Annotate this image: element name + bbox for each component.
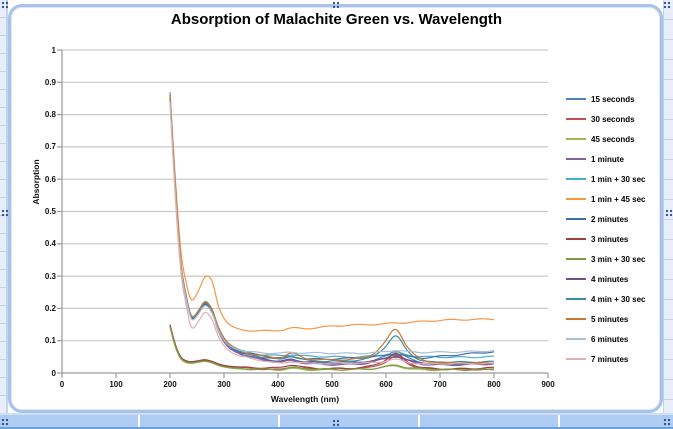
x-tick-label: 700 (433, 380, 447, 389)
worksheet-cells-right[interactable] (663, 0, 673, 413)
series-line-15-seconds[interactable] (169, 96, 495, 366)
legend-label: 6 minutes (591, 334, 629, 344)
legend-label: 4 minutes (591, 274, 629, 284)
y-tick-label: 0.8 (44, 110, 56, 120)
legend-item[interactable]: 1 min + 30 sec (566, 169, 645, 189)
x-tick-label: 200 (163, 380, 177, 389)
legend-swatch (566, 238, 586, 240)
chart-legend: 15 seconds 30 seconds 45 seconds 1 minute 1 … (566, 89, 645, 369)
x-tick-label: 600 (379, 380, 393, 389)
legend-swatch (566, 158, 586, 160)
legend-label: 2 minutes (591, 214, 629, 224)
y-tick-label: 0.7 (44, 142, 56, 152)
x-tick-label: 400 (271, 380, 285, 389)
y-tick-label: 1 (51, 45, 56, 55)
legend-label: 5 minutes (591, 314, 629, 324)
legend-item[interactable]: 5 minutes (566, 309, 645, 329)
legend-label: 4 min + 30 sec (591, 294, 646, 304)
x-tick-label: 800 (487, 380, 501, 389)
legend-swatch (566, 198, 586, 200)
legend-item[interactable]: 7 minutes (566, 349, 645, 369)
legend-item[interactable]: 3 minutes (566, 229, 645, 249)
legend-item[interactable]: 45 seconds (566, 129, 645, 149)
series-line-5-minutes[interactable] (169, 95, 495, 365)
series-line-2-minutes[interactable] (169, 98, 495, 361)
legend-item[interactable]: 15 seconds (566, 89, 645, 109)
legend-swatch (566, 318, 586, 320)
y-tick-label: 0 (51, 368, 56, 378)
selection-handle-bottom-left[interactable] (0, 417, 9, 426)
series-line-4-minutes[interactable] (169, 99, 495, 365)
series-line-7-minutes[interactable] (169, 103, 495, 365)
x-tick-label: 100 (109, 380, 123, 389)
selection-handle-right-middle[interactable] (664, 208, 673, 217)
worksheet-cells-left[interactable] (0, 0, 8, 413)
legend-item[interactable]: 1 min + 45 sec (566, 189, 645, 209)
legend-swatch (566, 118, 586, 120)
plot-area (57, 49, 549, 378)
legend-item[interactable]: 3 min + 30 sec (566, 249, 645, 269)
y-axis-title: Absorption (31, 159, 41, 205)
legend-label: 1 minute (591, 154, 624, 164)
chart-plot-svg (57, 49, 549, 378)
y-tick-label: 0.3 (44, 271, 56, 281)
chart-title: Absorption of Malachite Green vs. Wavele… (170, 11, 503, 28)
selection-handle-top-right[interactable] (662, 0, 671, 9)
series-line-1-min-30-sec[interactable] (169, 91, 495, 359)
legend-swatch (566, 218, 586, 220)
x-tick-label: 0 (59, 380, 65, 389)
legend-label: 1 min + 45 sec (591, 194, 646, 204)
selection-handle-bottom-right[interactable] (662, 417, 671, 426)
legend-label: 3 minutes (591, 234, 629, 244)
legend-swatch (566, 258, 586, 260)
x-axis-title: Wavelength (nm) (270, 394, 340, 404)
selection-handle-bottom-middle[interactable] (331, 418, 340, 427)
x-tick-label: 300 (217, 380, 231, 389)
y-tick-label: 0.1 (44, 336, 56, 346)
legend-swatch (566, 278, 586, 280)
legend-label: 3 min + 30 sec (591, 254, 646, 264)
legend-swatch (566, 98, 586, 100)
legend-item[interactable]: 4 minutes (566, 269, 645, 289)
legend-label: 1 min + 30 sec (591, 174, 646, 184)
series-line-6-minutes[interactable] (169, 101, 495, 355)
legend-item[interactable]: 6 minutes (566, 329, 645, 349)
legend-label: 15 seconds (591, 94, 635, 104)
legend-swatch (566, 338, 586, 340)
legend-label: 7 minutes (591, 354, 629, 364)
series-line-4-min-30-sec[interactable] (169, 94, 495, 364)
y-tick-label: 0.5 (44, 207, 56, 216)
x-tick-label: 900 (541, 380, 555, 389)
legend-item[interactable]: 4 min + 30 sec (566, 289, 645, 309)
selection-handle-top-left[interactable] (0, 0, 9, 9)
legend-swatch (566, 358, 586, 360)
legend-item[interactable]: 1 minute (566, 149, 645, 169)
selection-handle-top-middle[interactable] (331, 0, 340, 9)
series-line-3-min-30-sec[interactable] (169, 326, 495, 371)
x-tick-label: 500 (325, 380, 339, 389)
legend-label: 45 seconds (591, 134, 635, 144)
chart-object-frame[interactable] (8, 4, 663, 413)
legend-item[interactable]: 30 seconds (566, 109, 645, 129)
legend-swatch (566, 138, 586, 140)
legend-swatch (566, 298, 586, 300)
y-tick-label: 0.6 (44, 174, 56, 184)
series-line-1-min-45-sec[interactable] (169, 93, 495, 332)
selection-handle-left-middle[interactable] (0, 208, 9, 217)
legend-label: 30 seconds (591, 114, 635, 124)
legend-swatch (566, 178, 586, 180)
y-tick-label: 0.4 (44, 239, 56, 249)
y-tick-label: 0.2 (44, 303, 56, 313)
y-tick-label: 0.9 (44, 77, 56, 87)
legend-item[interactable]: 2 minutes (566, 209, 645, 229)
